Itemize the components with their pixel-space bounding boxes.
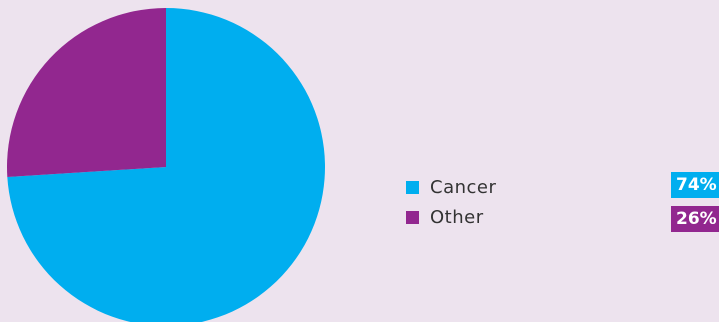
legend-item-other: Other (406, 202, 496, 232)
legend-swatch-cancer (406, 180, 419, 194)
legend: Cancer Other (406, 172, 496, 232)
legend-label-other: Other (430, 206, 484, 228)
pie-slice-cancer (7, 8, 325, 322)
percent-badge-other: 26% (671, 206, 719, 232)
pie-slice-other (6, 8, 166, 177)
percent-badge-cancer: 74% (671, 172, 719, 198)
percentage-labels: 74% 26% (671, 172, 719, 240)
legend-item-cancer: Cancer (406, 172, 496, 202)
legend-swatch-other (406, 210, 419, 224)
pie-plot (6, 8, 325, 322)
legend-label-cancer: Cancer (430, 176, 497, 198)
